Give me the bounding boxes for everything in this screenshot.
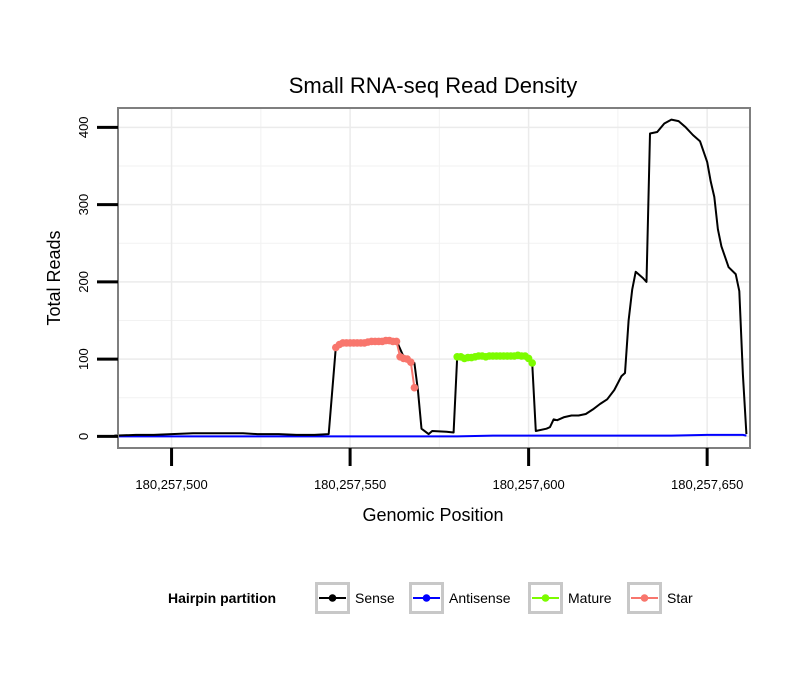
legend-item-antisense: Antisense <box>409 582 511 614</box>
x-tick-label: 180,257,650 <box>671 477 743 492</box>
legend-label: Antisense <box>449 590 511 606</box>
axes: 0 100 200 300 400 180,257,500 180,257,550 180,2… <box>76 116 743 492</box>
y-tick-label: 200 <box>76 271 91 293</box>
series-star-point <box>392 337 401 346</box>
legend-label: Star <box>667 590 693 606</box>
series-star-point <box>410 383 419 392</box>
legend-items: Sense Antisense Mature Star <box>315 582 693 614</box>
y-tick-label: 0 <box>76 433 91 440</box>
series-mature-point <box>528 359 536 367</box>
plot-border <box>117 107 751 449</box>
y-tick-label: 400 <box>76 116 91 138</box>
legend-key-point <box>422 594 431 602</box>
x-axis-title: Genomic Position <box>362 505 503 525</box>
series-star-point <box>407 358 415 367</box>
y-axis-title: Total Reads <box>44 230 64 325</box>
chart-title: Small RNA-seq Read Density <box>289 73 578 98</box>
x-tick-label: 180,257,500 <box>135 477 207 492</box>
y-tick-label: 100 <box>76 348 91 370</box>
legend: Hairpin partition Sense Antisense Mature St… <box>168 582 693 614</box>
plot-area <box>114 107 751 449</box>
y-tick-label: 300 <box>76 194 91 216</box>
legend-label: Sense <box>355 590 395 606</box>
plot-panel <box>118 108 750 448</box>
legend-item-sense: Sense <box>315 582 395 614</box>
legend-key-point <box>328 594 337 602</box>
legend-title: Hairpin partition <box>168 590 276 606</box>
x-tick-label: 180,257,600 <box>492 477 564 492</box>
series-sense-line <box>114 118 748 437</box>
legend-label: Mature <box>568 590 612 606</box>
legend-item-mature: Mature <box>528 582 612 614</box>
legend-key-point <box>640 594 649 602</box>
legend-item-star: Star <box>627 582 693 614</box>
x-tick-label: 180,257,550 <box>314 477 386 492</box>
legend-key-point <box>541 594 550 602</box>
series-layer <box>114 118 748 438</box>
series-antisense-line <box>114 433 747 438</box>
